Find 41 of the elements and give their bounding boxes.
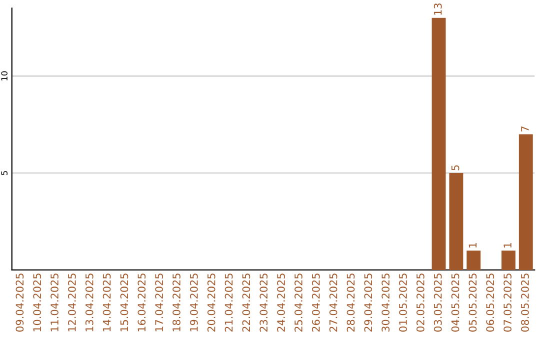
data-label: 5	[451, 165, 460, 170]
x-tick-label: 28.04.2025	[346, 274, 355, 332]
x-tick-label: 09.04.2025	[16, 274, 24, 332]
x-tick-label: 11.04.2025	[50, 274, 58, 332]
x-tick-label: 30.04.2025	[382, 274, 390, 332]
x-tick-label: 04.05.2025	[451, 274, 460, 332]
data-label: 1	[504, 242, 512, 248]
x-tick-label: 27.04.2025	[329, 274, 338, 332]
x-tick-label: 02.05.2025	[416, 274, 424, 332]
x-tick-label: 23.04.2025	[260, 274, 268, 332]
x-tick-label: 18.04.2025	[172, 274, 180, 332]
x-tick-label: 13.04.2025	[85, 274, 94, 332]
x-tick-label: 07.05.2025	[504, 274, 512, 332]
data-label: 13	[434, 3, 442, 15]
data-label: 1	[468, 242, 476, 248]
x-tick-label: 20.04.2025	[207, 274, 216, 332]
bar	[518, 134, 533, 270]
x-tick-label: 15.04.2025	[120, 274, 128, 332]
x-tick-label: 01.05.2025	[399, 274, 407, 332]
x-tick-label: 06.05.2025	[486, 274, 494, 332]
x-tick-label: 22.04.2025	[242, 274, 250, 332]
x-tick-label: 10.04.2025	[33, 274, 42, 332]
x-tick-label: 21.04.2025	[224, 274, 233, 332]
x-tick-label: 08.05.2025	[521, 274, 529, 332]
x-tick-label: 26.04.2025	[312, 274, 320, 332]
bar	[449, 172, 464, 270]
bar	[432, 18, 446, 270]
x-tick-label: 29.04.2025	[364, 274, 372, 332]
x-tick-label: 16.04.2025	[138, 274, 146, 332]
x-tick-label: 19.04.2025	[190, 274, 198, 332]
bar	[501, 250, 516, 270]
x-tick-label: 12.04.2025	[68, 274, 76, 332]
x-tick-label: 14.04.2025	[102, 274, 111, 332]
x-tick-label: 03.05.2025	[434, 274, 442, 332]
bar	[466, 250, 481, 270]
y-tick-label: 10	[1, 71, 8, 80]
x-tick-label: 25.04.2025	[294, 274, 302, 332]
x-tick-label: 05.05.2025	[468, 274, 477, 332]
x-tick-label: 24.04.2025	[277, 274, 285, 332]
data-label: 7	[521, 126, 529, 132]
x-tick-label: 17.04.2025	[155, 274, 164, 332]
